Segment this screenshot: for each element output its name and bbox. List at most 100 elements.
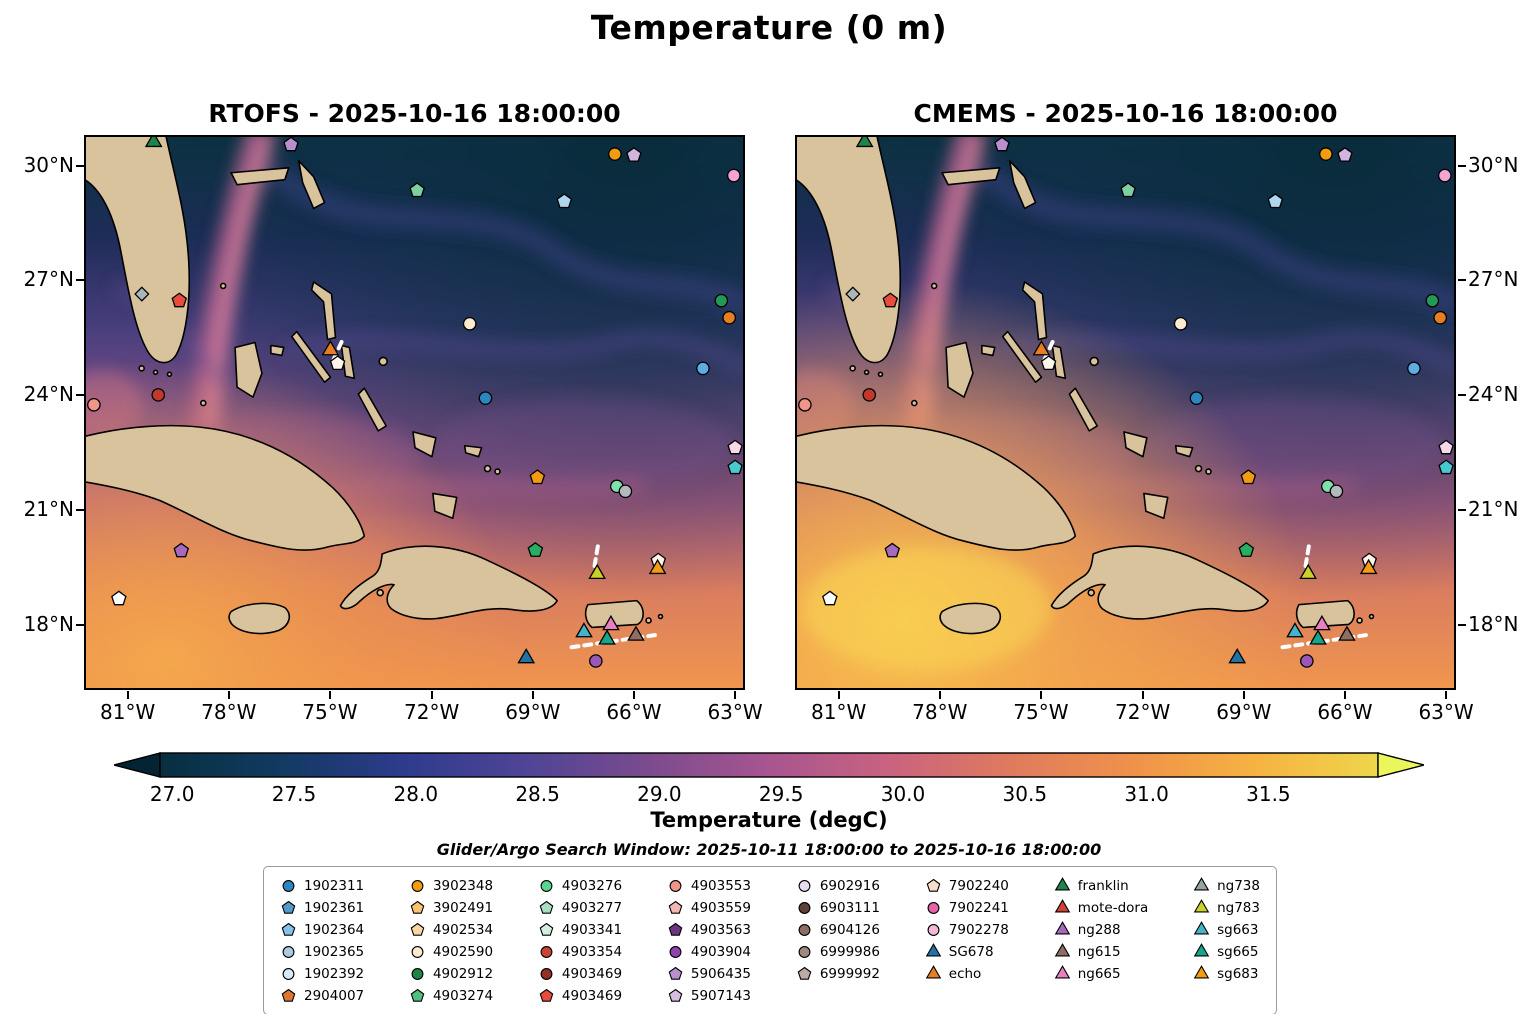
legend-label: 1902311 xyxy=(304,877,365,894)
marker-pentagon xyxy=(1040,355,1057,371)
marker-pentagon xyxy=(797,966,812,980)
marker-circle xyxy=(1173,316,1188,331)
legend-label: 4903469 xyxy=(561,965,623,982)
lat-tick xyxy=(1458,624,1466,627)
pentagon-marker-icon xyxy=(539,988,554,1002)
legend-item: 4903277 xyxy=(538,897,622,918)
marker-pentagon xyxy=(727,459,743,475)
lon-tick xyxy=(531,691,534,699)
legend-item: 7902241 xyxy=(925,897,1009,918)
legend-label: franklin xyxy=(1077,877,1129,894)
colorbar-tick-label: 28.0 xyxy=(393,782,439,806)
lon-tick-label: 72°W xyxy=(404,700,460,724)
legend-item: 7902278 xyxy=(925,919,1009,940)
legend-label: ng615 xyxy=(1077,943,1121,960)
marker-circle xyxy=(1189,391,1204,405)
marker-triangle xyxy=(1228,647,1247,664)
lat-tick xyxy=(76,164,84,167)
legend-label: 4903354 xyxy=(561,943,623,960)
legend-label: sg665 xyxy=(1217,943,1259,960)
marker-pentagon xyxy=(882,292,899,308)
marker-triangle xyxy=(1286,622,1304,638)
marker-triangle xyxy=(321,340,340,356)
legend-item: sg663 xyxy=(1193,919,1260,940)
lat-tick xyxy=(76,394,84,397)
marker-triangle xyxy=(1309,629,1327,645)
colorbar-tick-label: 29.5 xyxy=(758,782,804,806)
marker-triangle xyxy=(602,614,620,631)
lat-tick-label: 24°N xyxy=(23,382,74,407)
colorbar-tick-label: 27.5 xyxy=(271,782,317,806)
marker-circle xyxy=(1300,654,1314,668)
marker-pentagon xyxy=(1438,459,1454,475)
circle-marker-icon xyxy=(669,880,682,892)
triangle-marker-icon xyxy=(1054,921,1070,935)
legend-item: 2904007 xyxy=(280,985,364,1006)
circle-marker-icon xyxy=(927,924,940,936)
lon-tick-label: 69°W xyxy=(1216,700,1272,724)
marker-triangle xyxy=(1193,877,1210,891)
marker-triangle xyxy=(855,137,874,148)
marker-triangle xyxy=(1032,340,1051,356)
lat-tick xyxy=(76,624,84,627)
lat-tick xyxy=(1458,509,1466,512)
lon-tick-label: 81°W xyxy=(811,700,867,724)
legend-item: 5907143 xyxy=(667,985,751,1006)
marker-pentagon xyxy=(668,966,683,980)
marker-circle xyxy=(798,880,811,892)
legend-item: 3902491 xyxy=(409,897,493,918)
triangle-marker-icon xyxy=(1193,877,1210,891)
colorbar-wrap: 27.0 27.5 28.0 28.5 29.0 29.5 30.0 30.5 31.0 31.5 xyxy=(111,752,1427,806)
marker-pentagon xyxy=(626,147,642,162)
marker-pentagon xyxy=(281,900,296,914)
legend-item: sg683 xyxy=(1193,963,1260,984)
lon-tick xyxy=(1343,691,1346,699)
colorbar xyxy=(111,752,1427,778)
marker-circle xyxy=(151,388,166,402)
lat-tick-label: 18°N xyxy=(23,612,74,637)
triangle-marker-icon xyxy=(1054,877,1070,891)
marker-circle xyxy=(714,293,729,308)
marker-pentagon xyxy=(539,922,554,936)
marker-pentagon xyxy=(1238,542,1255,557)
marker-pentagon xyxy=(1240,469,1257,485)
colorbar-tick-label: 31.0 xyxy=(1124,782,1169,806)
marker-pentagon xyxy=(527,542,544,557)
marker-circle xyxy=(411,946,424,958)
legend-item: 4903904 xyxy=(667,941,751,962)
marker-pentagon xyxy=(329,355,346,371)
panel-title-rtofs: RTOFS - 2025-10-16 18:00:00 xyxy=(208,99,621,128)
marker-circle xyxy=(282,968,295,980)
legend-label: 1902365 xyxy=(304,943,365,960)
legend-label: echo xyxy=(948,965,982,982)
lat-tick xyxy=(1458,394,1466,397)
legend-label: 7902278 xyxy=(948,921,1009,938)
circle-marker-icon xyxy=(540,880,553,892)
legend-item: 4902590 xyxy=(409,941,493,962)
marker-circle xyxy=(927,924,940,936)
marker-circle xyxy=(411,880,424,892)
legend-item: 1902361 xyxy=(280,897,364,918)
marker-pentagon xyxy=(668,988,683,1002)
lon-tick xyxy=(632,691,635,699)
legend-label: 5907143 xyxy=(690,987,751,1004)
legend-column: 6902916 6903111 6904126 6999986 6999992 xyxy=(796,875,880,984)
marker-triangle xyxy=(588,563,606,580)
legend-item: 4903276 xyxy=(538,875,622,896)
marker-circle xyxy=(1329,484,1344,499)
circle-marker-icon xyxy=(282,968,295,980)
glider-track xyxy=(331,339,344,363)
legend-label: 4903274 xyxy=(432,987,494,1004)
legend-item: mote-dora xyxy=(1054,897,1148,918)
map-markers-cmems xyxy=(798,137,1454,668)
marker-circle xyxy=(282,946,295,958)
glider-track xyxy=(591,544,600,573)
marker-pentagon xyxy=(410,988,425,1002)
marker-pentagon xyxy=(994,137,1010,152)
lat-tick-label: 21°N xyxy=(1468,497,1519,522)
marker-pentagon xyxy=(409,182,425,198)
legend-label: 4903277 xyxy=(561,899,623,916)
glider-track xyxy=(1302,544,1311,573)
legend-item: 6999992 xyxy=(796,963,880,984)
